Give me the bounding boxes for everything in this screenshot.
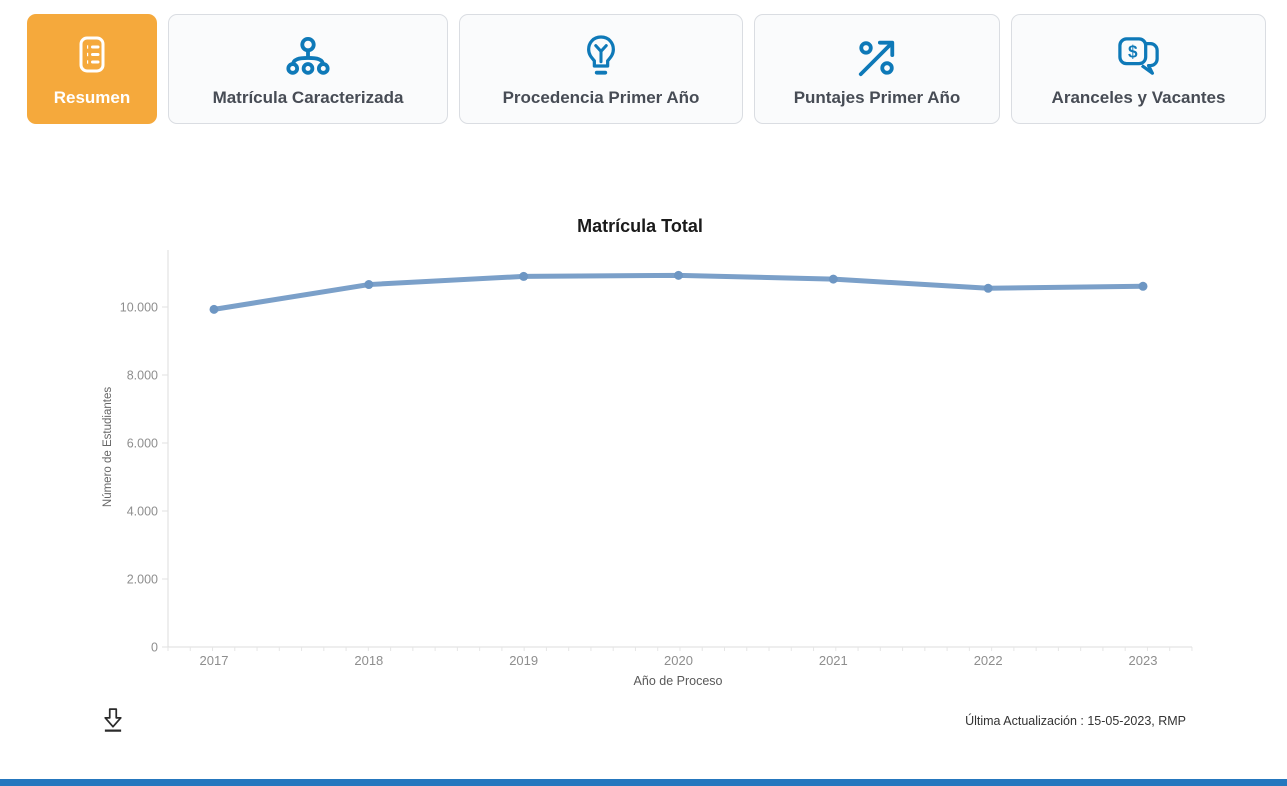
bottom-accent-bar <box>0 779 1287 786</box>
data-point-2018[interactable] <box>364 280 374 290</box>
percent-trend-icon <box>856 33 898 81</box>
tab-procedencia-primer-ano[interactable]: Procedencia Primer Año <box>459 14 743 124</box>
svg-text:0: 0 <box>151 641 158 655</box>
tab-bar: Resumen Matrícula Caracterizada Proceden <box>27 14 1266 124</box>
tab-aranceles-y-vacantes[interactable]: $ Aranceles y Vacantes <box>1011 14 1266 124</box>
tab-puntajes-primer-ano[interactable]: Puntajes Primer Año <box>754 14 1000 124</box>
tab-matricula-caracterizada[interactable]: Matrícula Caracterizada <box>168 14 448 124</box>
data-point-2023[interactable] <box>1138 281 1148 291</box>
money-chat-icon: $ <box>1116 33 1162 81</box>
download-button[interactable] <box>98 705 128 737</box>
svg-text:2023: 2023 <box>1129 653 1158 668</box>
last-update-text: Última Actualización : 15-05-2023, RMP <box>965 714 1186 728</box>
tab-label: Procedencia Primer Año <box>502 87 700 107</box>
svg-text:10.000: 10.000 <box>120 301 158 315</box>
data-point-2020[interactable] <box>673 270 683 280</box>
svg-text:2022: 2022 <box>974 653 1003 668</box>
svg-text:2020: 2020 <box>664 653 693 668</box>
data-point-2022[interactable] <box>983 283 993 293</box>
data-point-2019[interactable] <box>519 271 529 281</box>
line-chart-svg: 0 2.000 4.000 6.000 8.000 10.000 2017 2018 2019 2… <box>120 250 1193 668</box>
tab-label: Matrícula Caracterizada <box>212 87 404 107</box>
chart-title: Matrícula Total <box>577 216 703 236</box>
tab-label: Aranceles y Vacantes <box>1051 87 1226 107</box>
lightbulb-icon <box>582 33 620 81</box>
tab-label: Puntajes Primer Año <box>793 87 961 107</box>
data-point-2017[interactable] <box>209 304 219 314</box>
svg-text:4.000: 4.000 <box>127 505 158 519</box>
svg-text:2.000: 2.000 <box>127 573 158 587</box>
tab-label: Resumen <box>53 87 131 107</box>
data-point-2021[interactable] <box>828 274 838 284</box>
download-icon <box>100 707 126 737</box>
svg-text:6.000: 6.000 <box>127 437 158 451</box>
tab-resumen[interactable]: Resumen <box>27 14 157 124</box>
svg-text:8.000: 8.000 <box>127 369 158 383</box>
svg-text:2019: 2019 <box>509 653 538 668</box>
list-icon <box>74 33 110 81</box>
svg-text:$: $ <box>1128 41 1138 61</box>
svg-text:2018: 2018 <box>354 653 383 668</box>
svg-text:2017: 2017 <box>200 653 229 668</box>
svg-text:2021: 2021 <box>819 653 848 668</box>
x-axis-title: Año de Proceso <box>633 674 723 688</box>
hierarchy-icon <box>285 33 331 81</box>
